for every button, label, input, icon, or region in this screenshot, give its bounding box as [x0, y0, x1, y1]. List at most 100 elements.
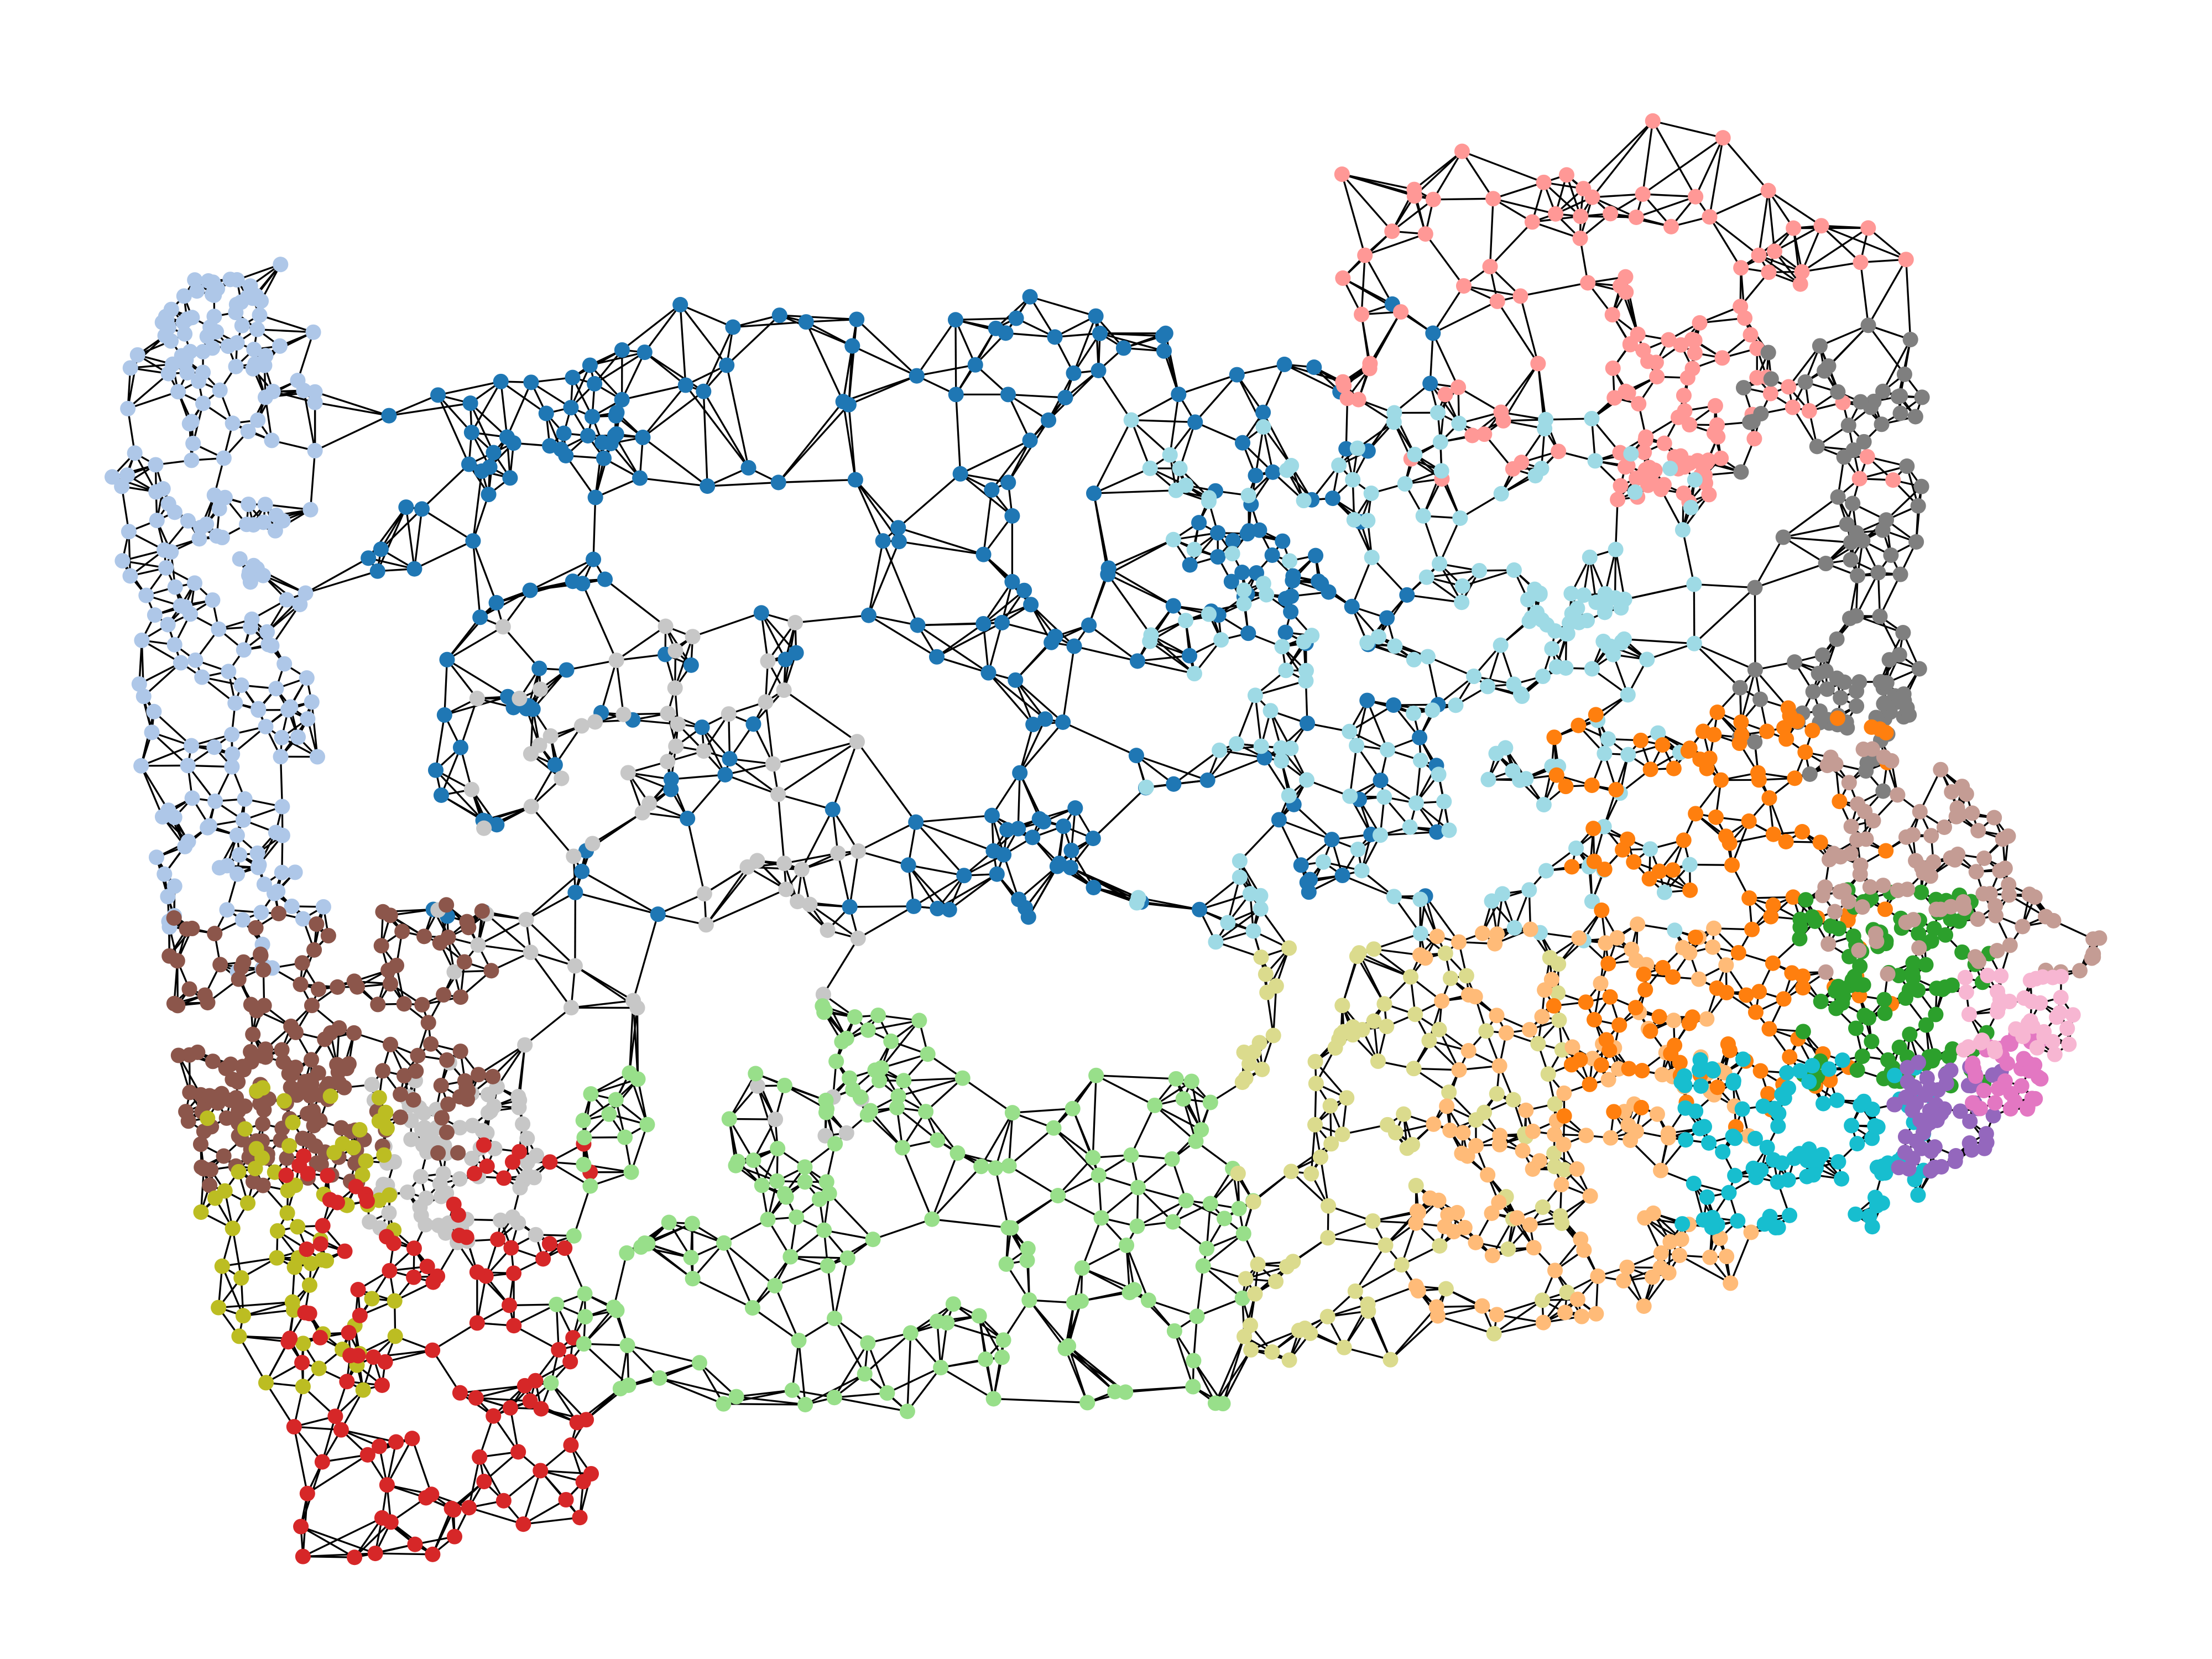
- graph-edge: [1062, 646, 1076, 723]
- graph-edge: [583, 1343, 629, 1386]
- graph-edge: [858, 821, 916, 852]
- graph-edge: [1165, 333, 1180, 395]
- graph-edge: [1222, 1336, 1245, 1404]
- graph-edge: [834, 1396, 908, 1412]
- graph-edge: [913, 874, 965, 907]
- graph-edge: [589, 364, 623, 400]
- graph-edge: [1500, 363, 1539, 413]
- graph-edge: [1199, 877, 1240, 911]
- graph-edge: [468, 1506, 524, 1525]
- graph-edge: [777, 794, 785, 864]
- graph-edge: [305, 557, 369, 594]
- graph-edge: [1255, 680, 1306, 697]
- graph-edge: [530, 952, 572, 1009]
- graph-edge: [837, 853, 851, 907]
- graph-edge: [805, 321, 853, 347]
- graph-edge: [642, 384, 687, 439]
- graph-edge: [1137, 655, 1190, 662]
- graph-edge: [702, 391, 708, 487]
- graph-edge: [294, 1426, 341, 1431]
- graph-edge: [540, 1469, 592, 1475]
- graph-edge: [421, 508, 474, 542]
- graph-edge: [1351, 557, 1373, 607]
- graph-edge: [293, 1426, 309, 1494]
- graph-edge: [1432, 332, 1459, 388]
- graph-edge: [622, 384, 686, 401]
- graph-edge: [1787, 345, 1821, 388]
- graph-edge: [1014, 679, 1046, 720]
- graph-edge: [1592, 193, 1643, 199]
- graph-edge: [509, 1303, 557, 1307]
- graph-edge: [686, 774, 726, 820]
- graph-edge: [868, 541, 900, 616]
- graph-edge: [302, 1517, 383, 1558]
- graph-edge: [385, 1349, 433, 1363]
- graph-edge: [987, 622, 1003, 674]
- graph-edge: [440, 747, 462, 796]
- graph-edge: [757, 1086, 779, 1149]
- graph-edge: [478, 1044, 526, 1076]
- graph-edge: [1008, 1165, 1059, 1197]
- graph-edge: [1783, 536, 1851, 544]
- graph-edge: [1007, 419, 1050, 483]
- graph-edge: [1088, 624, 1138, 662]
- graph-edge: [523, 1516, 580, 1525]
- graph-edge: [849, 851, 859, 907]
- graph-edge: [896, 1107, 938, 1141]
- graph-edge: [232, 1228, 242, 1279]
- graph-edge: [589, 351, 645, 367]
- graph-edge: [1222, 1349, 1252, 1404]
- graph-edge: [1646, 643, 1695, 661]
- graph-edge: [658, 913, 707, 926]
- graph-edge: [302, 390, 316, 451]
- graph-edge: [1082, 1244, 1127, 1269]
- graph-edge: [1757, 190, 1770, 255]
- graph-edge: [852, 345, 917, 377]
- graph-edge: [702, 326, 734, 392]
- graph-edge: [1094, 316, 1100, 371]
- graph-edge: [1098, 370, 1133, 421]
- graph-edge: [833, 1258, 849, 1319]
- graph-edge: [1003, 854, 1020, 900]
- graph-edge: [1433, 197, 1494, 201]
- graph-edge: [1108, 567, 1174, 607]
- graph-edge: [1682, 529, 1695, 585]
- graph-edge: [574, 892, 577, 966]
- graph-edge: [1360, 255, 1366, 315]
- graph-edge: [960, 473, 1009, 484]
- graph-edge: [1496, 300, 1539, 364]
- graph-edge: [1093, 467, 1151, 494]
- graph-edge: [354, 1543, 415, 1558]
- graph-edge: [1867, 325, 1906, 375]
- graph-edge: [478, 1457, 505, 1501]
- graph-edge: [380, 508, 423, 550]
- graph-edge: [265, 1382, 295, 1427]
- graph-edge: [925, 1077, 963, 1113]
- graph-edge: [1366, 700, 1389, 750]
- graph-edge: [539, 1470, 581, 1519]
- graph-edge: [868, 614, 918, 627]
- graph-edge: [530, 382, 572, 409]
- graph-edge: [692, 1277, 753, 1309]
- graph-edge: [1017, 773, 1021, 829]
- graph-edge: [795, 614, 869, 624]
- graph-edge: [954, 319, 977, 366]
- graph-edge: [679, 304, 687, 385]
- graph-edge: [431, 1508, 453, 1555]
- graph-edge: [500, 380, 547, 414]
- graph-edge: [1005, 332, 1055, 338]
- graph-edge: [1378, 635, 1428, 658]
- graph-edge: [259, 314, 314, 333]
- graph-edge: [779, 314, 853, 347]
- graph-edge: [760, 612, 786, 660]
- graph-edge: [898, 473, 961, 529]
- graph-edge: [948, 873, 998, 911]
- graph-edge: [305, 570, 378, 594]
- graph-edge: [375, 1552, 433, 1556]
- graph-edge: [1642, 137, 1724, 195]
- graph-edge: [959, 439, 1031, 475]
- graph-edge: [1493, 197, 1556, 215]
- graph-edge: [411, 1438, 432, 1495]
- graph-edge: [849, 905, 914, 908]
- graph-edge: [1459, 493, 1502, 519]
